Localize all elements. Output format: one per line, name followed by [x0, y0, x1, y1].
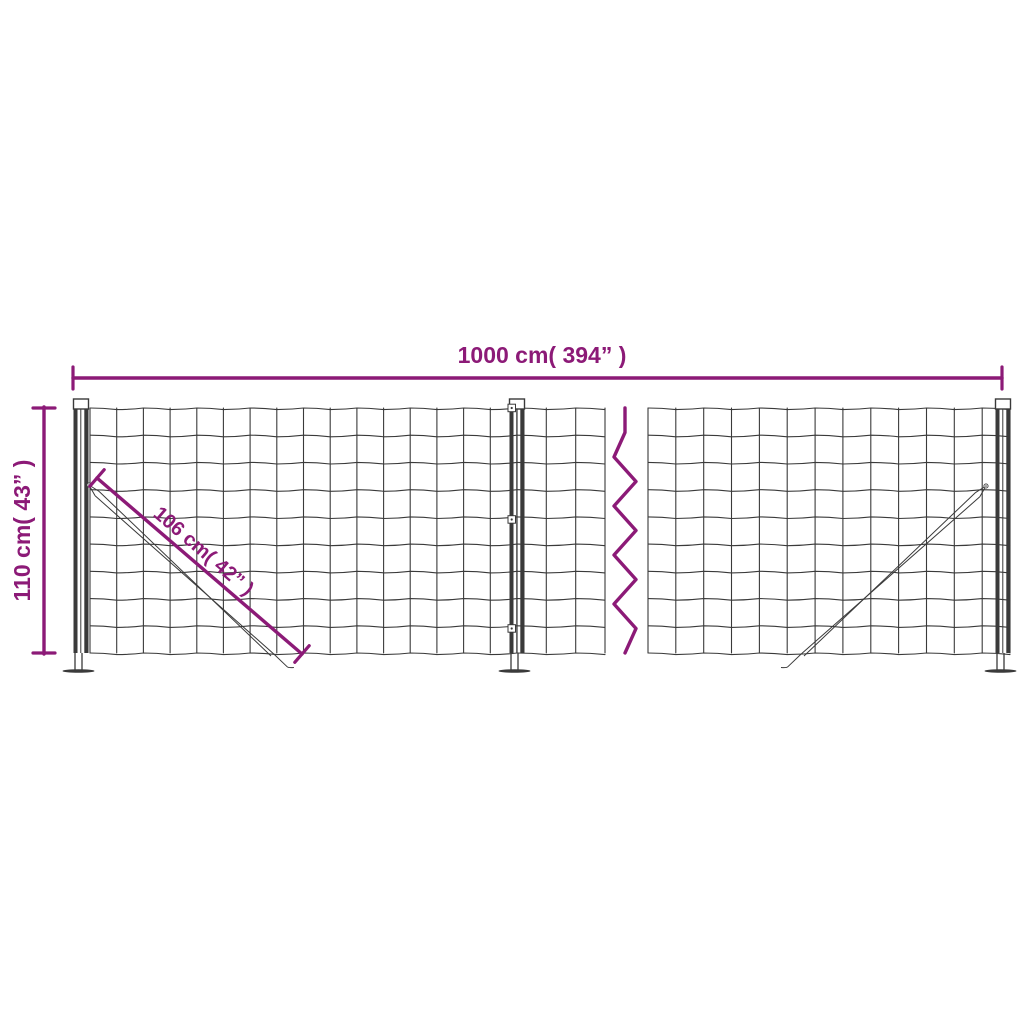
- svg-text:1000 cm( 394” ): 1000 cm( 394” ): [458, 342, 627, 368]
- svg-text:110 cm( 43” ): 110 cm( 43” ): [9, 460, 35, 602]
